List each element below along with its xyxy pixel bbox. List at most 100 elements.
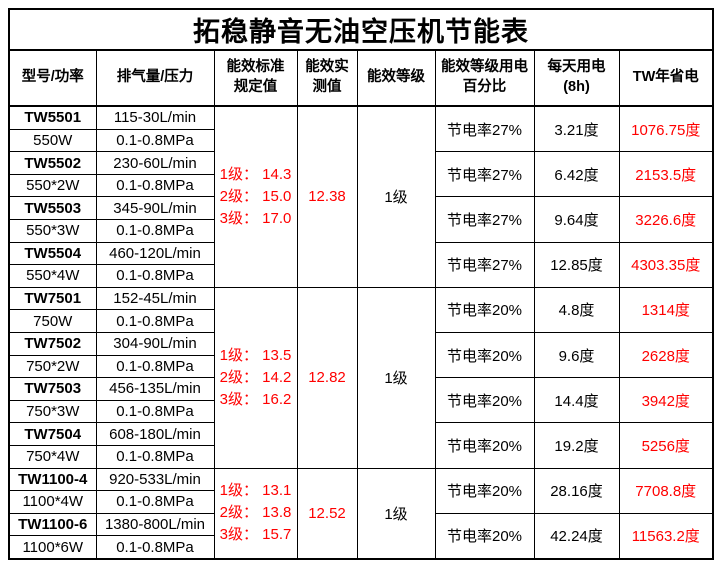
flow-cell: 152-45L/min	[95, 286, 215, 311]
table-row: 1100*6W 0.1-0.8MPa	[8, 535, 713, 560]
model-cell: TW7504	[8, 422, 97, 446]
table-row: 550*4W 0.1-0.8MPa	[8, 264, 713, 288]
energy-saving-table: 拓稳静音无油空压机节能表 型号/功率 排气量/压力 能效标准 规定值 能效实 测…	[8, 8, 714, 560]
saving-rate-cell: 节电率20%	[434, 331, 535, 379]
saving-rate-cell: 节电率27%	[434, 105, 535, 153]
daily-usage-cell: 12.85度	[533, 241, 620, 288]
daily-usage-cell: 42.24度	[533, 512, 620, 560]
pressure-cell: 0.1-0.8MPa	[95, 264, 215, 288]
saving-rate-cell: 节电率20%	[434, 512, 535, 560]
power-cell: 550*2W	[8, 173, 97, 198]
saving-rate-cell: 节电率27%	[434, 196, 535, 243]
power-cell: 750W	[8, 309, 97, 333]
power-cell: 750*2W	[8, 354, 97, 379]
daily-usage-cell: 6.42度	[533, 151, 620, 198]
standard-value-cell: 1级： 13.1 2级： 13.8 3级： 15.7	[213, 467, 298, 560]
saving-rate-cell: 节电率20%	[434, 422, 535, 469]
flow-cell: 115-30L/min	[95, 105, 215, 130]
flow-cell: 608-180L/min	[95, 422, 215, 446]
table-row: 750*3W 0.1-0.8MPa	[8, 399, 713, 424]
page-title: 拓稳静音无油空压机节能表	[8, 8, 714, 51]
pressure-cell: 0.1-0.8MPa	[95, 309, 215, 333]
flow-cell: 460-120L/min	[95, 241, 215, 266]
power-cell: 750*3W	[8, 399, 97, 424]
flow-cell: 1380-800L/min	[95, 512, 215, 537]
measured-value-cell: 12.38	[296, 105, 358, 288]
daily-usage-cell: 3.21度	[533, 105, 620, 153]
measured-value-cell: 12.52	[296, 467, 358, 560]
saving-rate-cell: 节电率27%	[434, 151, 535, 198]
table-row: TW5501 115-30L/min 1级： 14.3 2级： 15.0 3级：…	[8, 105, 714, 288]
daily-usage-cell: 9.6度	[533, 331, 620, 379]
table-row: TW7501 152-45L/min 1级： 13.5 2级： 14.2 3级：…	[8, 286, 714, 469]
model-cell: TW7502	[8, 331, 97, 356]
flow-cell: 230-60L/min	[95, 151, 215, 175]
power-cell: 550*3W	[8, 218, 97, 243]
grade-cell: 1级	[356, 105, 436, 288]
pressure-cell: 0.1-0.8MPa	[95, 128, 215, 153]
pressure-cell: 0.1-0.8MPa	[95, 218, 215, 243]
daily-usage-cell: 28.16度	[533, 467, 620, 514]
col-header-yearly-saving: TW年省电	[618, 49, 714, 107]
yearly-saving-cell: 1314度	[618, 286, 714, 333]
table-row: 750W 0.1-0.8MPa	[8, 309, 713, 333]
flow-cell: 920-533L/min	[95, 467, 215, 492]
flow-cell: 345-90L/min	[95, 196, 215, 220]
col-header-flow-pressure: 排气量/压力	[95, 49, 215, 107]
yearly-saving-cell: 3942度	[618, 377, 714, 424]
yearly-saving-cell: 11563.2度	[618, 512, 714, 560]
table-row: TW7504 608-180L/min 节电率20% 19.2度 5256度	[8, 422, 714, 469]
daily-usage-cell: 4.8度	[533, 286, 620, 333]
pressure-cell: 0.1-0.8MPa	[95, 173, 215, 198]
power-cell: 1100*6W	[8, 535, 97, 560]
saving-rate-cell: 节电率27%	[434, 241, 535, 288]
table-row: 550*2W 0.1-0.8MPa	[8, 173, 713, 198]
daily-usage-cell: 19.2度	[533, 422, 620, 469]
flow-cell: 456-135L/min	[95, 377, 215, 401]
saving-rate-cell: 节电率20%	[434, 286, 535, 333]
col-header-efficiency-grade: 能效等级	[356, 49, 436, 107]
table-row: TW7502 304-90L/min 节电率20% 9.6度 2628度	[8, 331, 714, 379]
model-cell: TW5503	[8, 196, 97, 220]
standard-value-cell: 1级： 14.3 2级： 15.0 3级： 17.0	[213, 105, 298, 288]
table-row: 750*4W 0.1-0.8MPa	[8, 444, 713, 469]
grade-cell: 1级	[356, 467, 436, 560]
yearly-saving-cell: 4303.35度	[618, 241, 714, 288]
power-cell: 750*4W	[8, 444, 97, 469]
model-cell: TW1100-6	[8, 512, 97, 537]
daily-usage-cell: 9.64度	[533, 196, 620, 243]
standard-value-cell: 1级： 13.5 2级： 14.2 3级： 16.2	[213, 286, 298, 469]
flow-cell: 304-90L/min	[95, 331, 215, 356]
table-row: 1100*4W 0.1-0.8MPa	[8, 490, 713, 514]
model-cell: TW1100-4	[8, 467, 97, 492]
grade-cell: 1级	[356, 286, 436, 469]
yearly-saving-cell: 3226.6度	[618, 196, 714, 243]
model-cell: TW5504	[8, 241, 97, 266]
table-row: TW5502 230-60L/min 节电率27% 6.42度 2153.5度	[8, 151, 714, 198]
table-row: TW1100-6 1380-800L/min 节电率20% 42.24度 115…	[8, 512, 714, 560]
measured-value-cell: 12.82	[296, 286, 358, 469]
yearly-saving-cell: 2628度	[618, 331, 714, 379]
model-cell: TW5502	[8, 151, 97, 175]
pressure-cell: 0.1-0.8MPa	[95, 535, 215, 560]
col-header-usage-percent: 能效等级用电 百分比	[434, 49, 535, 107]
power-cell: 550*4W	[8, 264, 97, 288]
pressure-cell: 0.1-0.8MPa	[95, 399, 215, 424]
yearly-saving-cell: 7708.8度	[618, 467, 714, 514]
model-cell: TW7501	[8, 286, 97, 311]
pressure-cell: 0.1-0.8MPa	[95, 354, 215, 379]
col-header-model-power: 型号/功率	[8, 49, 97, 107]
col-header-standard-value: 能效标准 规定值	[213, 49, 298, 107]
pressure-cell: 0.1-0.8MPa	[95, 444, 215, 469]
yearly-saving-cell: 2153.5度	[618, 151, 714, 198]
table-row: 550*3W 0.1-0.8MPa	[8, 218, 713, 243]
pressure-cell: 0.1-0.8MPa	[95, 490, 215, 514]
yearly-saving-cell: 5256度	[618, 422, 714, 469]
table-row: TW1100-4 920-533L/min 1级： 13.1 2级： 13.8 …	[8, 467, 714, 560]
saving-rate-cell: 节电率20%	[434, 377, 535, 424]
power-cell: 550W	[8, 128, 97, 153]
col-header-measured-value: 能效实 测值	[296, 49, 358, 107]
daily-usage-cell: 14.4度	[533, 377, 620, 424]
model-cell: TW5501	[8, 105, 97, 130]
power-cell: 1100*4W	[8, 490, 97, 514]
